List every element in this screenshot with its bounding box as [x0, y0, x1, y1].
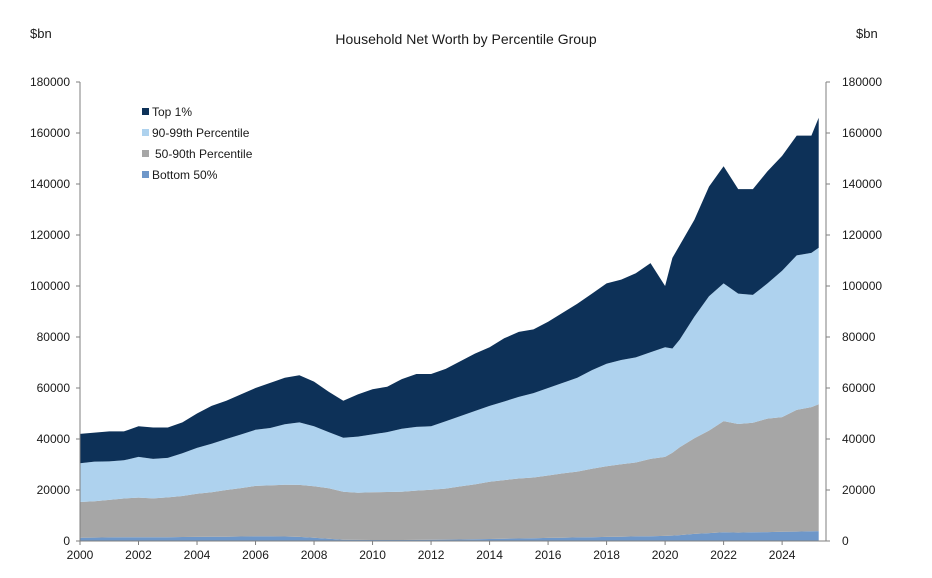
legend-swatch-90-99	[142, 129, 149, 136]
y-tick-label-left: 0	[63, 534, 70, 548]
y-tick-label-right: 40000	[842, 432, 876, 446]
y-tick-label-right: 120000	[842, 228, 882, 242]
y-tick-label-left: 180000	[30, 75, 70, 89]
y-tick-label-right: 0	[842, 534, 849, 548]
right-axis-unit: $bn	[856, 26, 878, 41]
x-tick-label: 2022	[710, 548, 737, 562]
y-tick-label-right: 100000	[842, 279, 882, 293]
x-tick-label: 2014	[476, 548, 503, 562]
y-tick-label-left: 120000	[30, 228, 70, 242]
x-tick-label: 2004	[184, 548, 211, 562]
x-tick-label: 2002	[125, 548, 152, 562]
y-tick-label-left: 140000	[30, 177, 70, 191]
y-tick-label-left: 20000	[37, 483, 71, 497]
area-top-1	[80, 117, 819, 464]
area-50-90th-percentile	[80, 404, 819, 540]
x-tick-label: 2012	[418, 548, 445, 562]
chart-title: Household Net Worth by Percentile Group	[335, 31, 597, 47]
legend-swatch-top-1	[142, 108, 149, 115]
x-tick-label: 2006	[242, 548, 269, 562]
y-tick-label-right: 20000	[842, 483, 876, 497]
y-tick-label-left: 40000	[37, 432, 71, 446]
legend-label-50-90: 50-90th Percentile	[155, 146, 253, 161]
legend: Top 1% 90-99th Percentile 50-90th Percen…	[142, 101, 252, 185]
x-tick-label: 2016	[535, 548, 562, 562]
y-tick-label-right: 160000	[842, 126, 882, 140]
legend-item-bottom-50: Bottom 50%	[142, 164, 252, 185]
y-tick-label-left: 60000	[37, 381, 71, 395]
legend-swatch-bottom-50	[142, 171, 149, 178]
area-series-group	[80, 117, 819, 541]
legend-item-top-1: Top 1%	[142, 101, 252, 122]
y-tick-label-right: 180000	[842, 75, 882, 89]
x-tick-label: 2020	[652, 548, 679, 562]
area-90-99th-percentile	[80, 247, 819, 502]
y-tick-label-right: 140000	[842, 177, 882, 191]
x-tick-label: 2000	[67, 548, 94, 562]
legend-label-90-99: 90-99th Percentile	[152, 125, 250, 140]
legend-label-top-1: Top 1%	[152, 104, 193, 119]
x-tick-label: 2018	[593, 548, 620, 562]
area-bottom-50	[80, 531, 819, 541]
y-tick-label-left: 80000	[37, 330, 71, 344]
axes-group: 0 0 20000 20000 40000 40000 60000 60000 80000 800…	[30, 75, 882, 562]
x-tick-label: 2010	[359, 548, 386, 562]
y-tick-label-right: 80000	[842, 330, 876, 344]
legend-item-50-90: 50-90th Percentile	[142, 143, 252, 164]
x-tick-label: 2024	[769, 548, 796, 562]
y-tick-label-left: 100000	[30, 279, 70, 293]
legend-item-90-99: 90-99th Percentile	[142, 122, 252, 143]
legend-swatch-50-90	[142, 150, 149, 157]
legend-label-bottom-50: Bottom 50%	[152, 167, 218, 182]
left-axis-unit: $bn	[30, 26, 52, 41]
y-tick-label-left: 160000	[30, 126, 70, 140]
x-tick-label: 2008	[301, 548, 328, 562]
y-tick-label-right: 60000	[842, 381, 876, 395]
